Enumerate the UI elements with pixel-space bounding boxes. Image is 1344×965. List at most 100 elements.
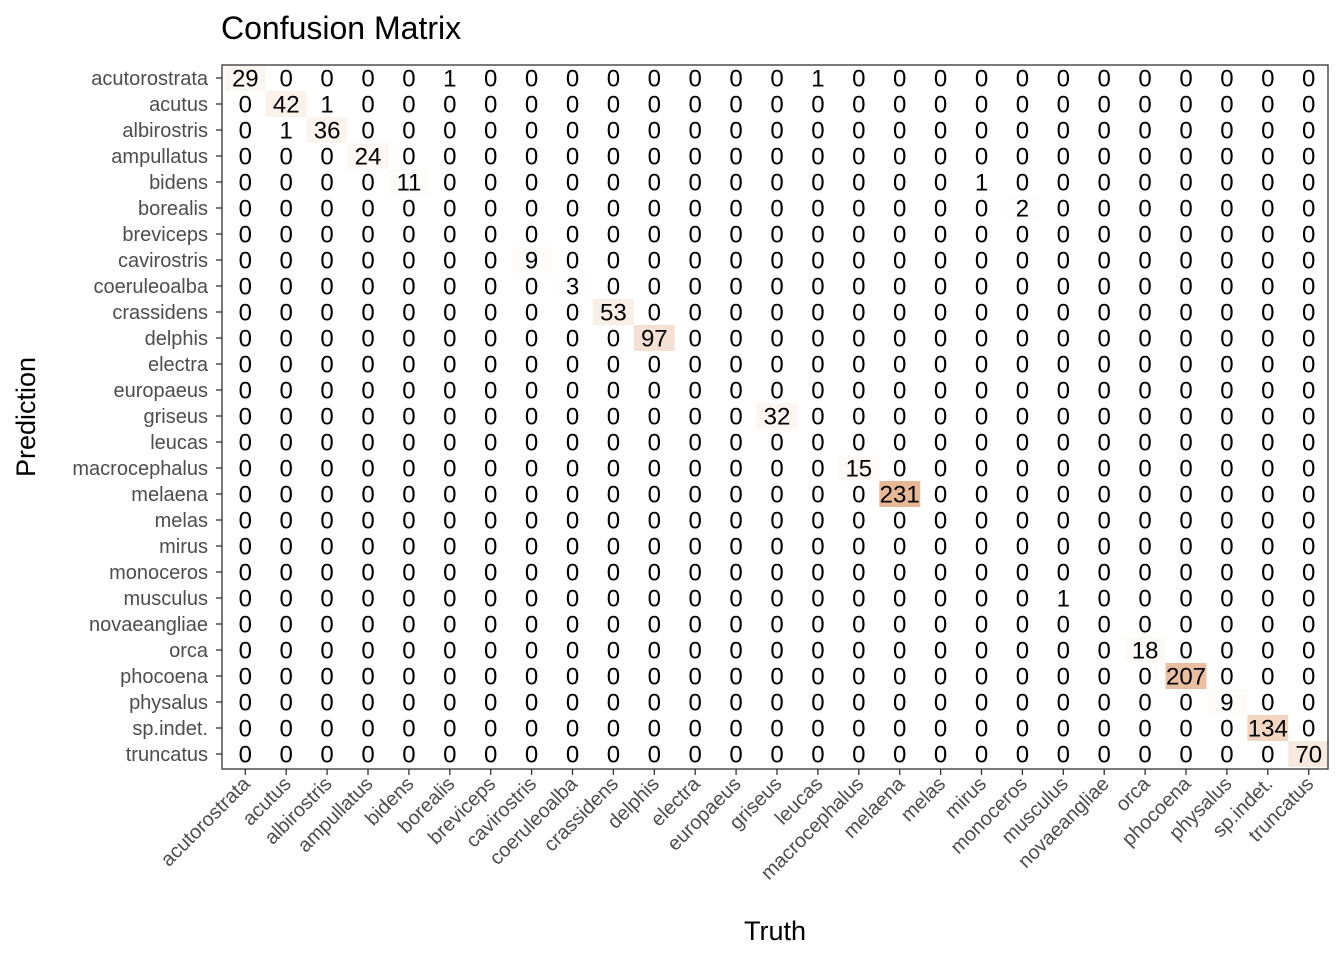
cell-value: 0 [1057, 430, 1070, 457]
cell-value: 0 [1016, 352, 1029, 379]
cell-value: 0 [1261, 248, 1274, 275]
cell-value: 0 [648, 378, 661, 405]
cell-value: 0 [1302, 222, 1315, 249]
cell-value: 0 [525, 196, 538, 223]
cell-value: 0 [811, 690, 824, 717]
cell-value: 0 [607, 378, 620, 405]
cell-value: 0 [852, 508, 865, 535]
cell-value: 0 [443, 456, 456, 483]
cell-value: 0 [975, 118, 988, 145]
cell-value: 0 [1138, 300, 1151, 327]
cell-value: 0 [1098, 170, 1111, 197]
cell-value: 0 [1220, 300, 1233, 327]
cell-value: 0 [1098, 274, 1111, 301]
cell-value: 0 [566, 716, 579, 743]
cell-value: 0 [811, 118, 824, 145]
cell-value: 0 [402, 664, 415, 691]
cell-value: 0 [811, 612, 824, 639]
cell-value: 0 [239, 326, 252, 353]
cell-value: 0 [648, 66, 661, 93]
cell-value: 2 [1016, 196, 1029, 223]
cell-value: 0 [934, 326, 947, 353]
cell-value: 0 [1261, 326, 1274, 353]
cell-value: 0 [893, 430, 906, 457]
cell-value: 0 [934, 248, 947, 275]
cell-value: 0 [934, 638, 947, 665]
cell-value: 0 [525, 456, 538, 483]
y-tick-label: crassidens [112, 302, 208, 324]
cell-value: 0 [689, 300, 702, 327]
cell-value: 0 [852, 352, 865, 379]
cell-value: 0 [1138, 404, 1151, 431]
cell-value: 0 [1098, 534, 1111, 561]
cell-value: 0 [770, 144, 783, 171]
cell-value: 0 [1138, 482, 1151, 509]
cell-value: 0 [975, 274, 988, 301]
cell-value: 0 [648, 508, 661, 535]
cell-value: 0 [934, 534, 947, 561]
cell-value: 0 [1220, 560, 1233, 587]
cell-value: 0 [525, 300, 538, 327]
cell-value: 0 [280, 612, 293, 639]
heatmap-cell [633, 325, 675, 351]
cell-value: 0 [893, 404, 906, 431]
cell-value: 0 [239, 716, 252, 743]
y-tick-label: griseus [144, 406, 208, 428]
cell-value: 0 [1016, 508, 1029, 535]
cell-value: 0 [1220, 664, 1233, 691]
heatmap-cell [429, 65, 471, 91]
cell-value: 0 [1138, 92, 1151, 119]
cell-value: 0 [1057, 690, 1070, 717]
cell-value: 231 [880, 482, 920, 509]
y-tick-label: acutorostrata [91, 68, 209, 90]
cell-value: 0 [239, 248, 252, 275]
cell-value: 0 [361, 586, 374, 613]
cell-value: 0 [1302, 508, 1315, 535]
cell-value: 0 [1016, 742, 1029, 769]
cell-value: 0 [893, 92, 906, 119]
cell-value: 0 [1138, 274, 1151, 301]
cell-value: 0 [811, 378, 824, 405]
cell-value: 0 [484, 274, 497, 301]
cell-value: 0 [280, 378, 293, 405]
cell-value: 0 [1179, 742, 1192, 769]
cell-value: 0 [893, 118, 906, 145]
cell-value: 0 [1179, 560, 1192, 587]
y-tick-label: ampullatus [111, 146, 208, 168]
cell-value: 0 [1138, 612, 1151, 639]
cell-value: 0 [852, 482, 865, 509]
cell-value: 0 [1098, 378, 1111, 405]
cell-value: 0 [1261, 118, 1274, 145]
cell-value: 0 [852, 664, 865, 691]
cell-value: 0 [975, 300, 988, 327]
cell-value: 0 [402, 274, 415, 301]
cell-value: 0 [566, 560, 579, 587]
cell-value: 0 [484, 690, 497, 717]
cell-value: 0 [729, 404, 742, 431]
cell-value: 0 [1220, 742, 1233, 769]
cell-value: 0 [525, 326, 538, 353]
cell-value: 0 [1057, 404, 1070, 431]
cell-value: 0 [525, 222, 538, 249]
cell-value: 0 [689, 482, 702, 509]
cell-value: 0 [1098, 482, 1111, 509]
cell-value: 0 [402, 586, 415, 613]
cell-value: 0 [280, 430, 293, 457]
cell-value: 0 [648, 92, 661, 119]
cell-value: 0 [525, 66, 538, 93]
cell-value: 0 [280, 144, 293, 171]
cell-value: 0 [1261, 742, 1274, 769]
cell-value: 0 [484, 716, 497, 743]
cell-value: 0 [1179, 482, 1192, 509]
cell-value: 0 [443, 300, 456, 327]
cell-value: 0 [525, 378, 538, 405]
cell-value: 0 [525, 664, 538, 691]
cell-value: 0 [361, 430, 374, 457]
cell-value: 0 [770, 326, 783, 353]
cell-value: 0 [648, 222, 661, 249]
cell-value: 0 [975, 404, 988, 431]
cell-value: 0 [893, 716, 906, 743]
cell-value: 0 [280, 716, 293, 743]
cell-value: 0 [1220, 404, 1233, 431]
cell-value: 0 [402, 144, 415, 171]
